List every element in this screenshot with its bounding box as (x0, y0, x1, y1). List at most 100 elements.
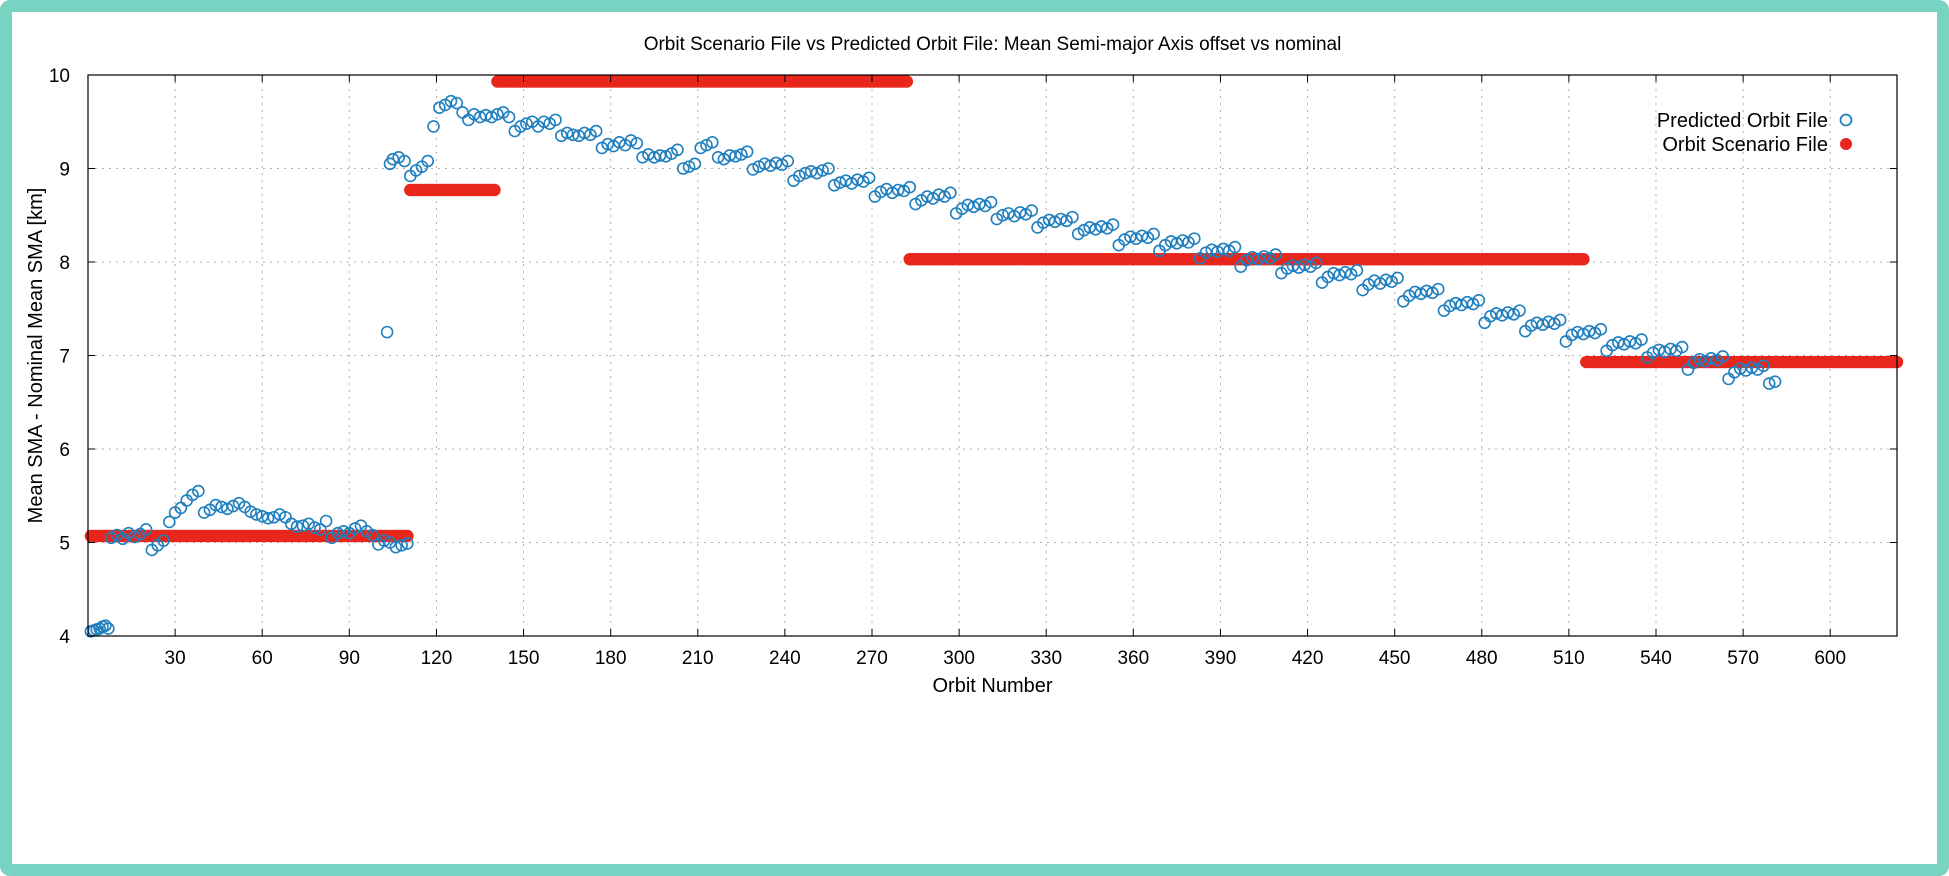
predicted-point (1513, 304, 1526, 317)
y-tick-label: 4 (59, 627, 70, 648)
x-tick-label: 390 (1205, 648, 1237, 669)
predicted-point (398, 154, 411, 168)
predicted-point (244, 505, 257, 518)
predicted-point (444, 94, 458, 108)
x-tick-label: 480 (1466, 648, 1498, 669)
y-tick-label: 10 (49, 66, 70, 87)
predicted-point (502, 110, 516, 124)
predicted-point (1460, 295, 1474, 309)
predicted-point (209, 498, 223, 512)
x-tick-label: 240 (769, 648, 801, 669)
predicted-point (1745, 361, 1759, 374)
predicted-point (296, 519, 310, 532)
predicted-point (1716, 350, 1730, 363)
predicted-point (1338, 265, 1352, 279)
predicted-point (1675, 340, 1689, 354)
predicted-point (1135, 229, 1149, 243)
predicted-point (1095, 220, 1108, 233)
predicted-point (810, 166, 824, 180)
predicted-point (1013, 206, 1027, 219)
y-axis-ticks: 4 5 6 7 8 9 10 (49, 66, 1897, 648)
predicted-point (973, 197, 986, 211)
predicted-point (1350, 264, 1364, 277)
predicted-point (1704, 352, 1718, 365)
predicted-point (520, 117, 533, 130)
predicted-point (1431, 282, 1445, 296)
legend-label-scenario: Orbit Scenario File (1662, 134, 1828, 156)
predicted-point (93, 622, 106, 635)
predicted-point (250, 508, 263, 521)
scenario-point (1577, 252, 1590, 266)
predicted-point (1664, 342, 1677, 356)
x-tick-label: 60 (252, 648, 273, 669)
scenario-point (488, 183, 501, 197)
predicted-point (386, 152, 400, 166)
predicted-point (560, 126, 574, 140)
predicted-point (389, 540, 403, 554)
predicted-point (705, 136, 719, 149)
predicted-point (793, 169, 806, 183)
predicted-point (128, 530, 141, 544)
predicted-point (1379, 273, 1393, 287)
predicted-point (1420, 284, 1433, 298)
predicted-point (653, 149, 667, 162)
y-axis-label: Mean SMA - Nominal Mean SMA [km] (25, 188, 47, 524)
predicted-point (99, 619, 112, 633)
predicted-point (1176, 234, 1189, 247)
predicted-point (624, 134, 638, 147)
y-tick-label: 5 (59, 534, 70, 555)
x-tick-label: 210 (682, 648, 714, 669)
predicted-orbit-series (84, 94, 1782, 638)
predicted-point (433, 101, 446, 115)
predicted-point (1066, 210, 1079, 224)
predicted-point (450, 96, 464, 110)
y-tick-label: 6 (59, 440, 70, 461)
predicted-point (589, 124, 603, 138)
x-tick-label: 600 (1814, 648, 1846, 669)
x-tick-label: 30 (165, 648, 186, 669)
x-axis-ticks: 30 60 90 120 150 180 210 240 270 300 330 360 390 420 4… (165, 75, 1846, 669)
predicted-point (862, 171, 876, 185)
predicted-point (1188, 232, 1201, 245)
predicted-point (740, 145, 754, 158)
x-tick-label: 540 (1640, 648, 1672, 669)
predicted-point (1391, 271, 1404, 285)
predicted-point (192, 484, 205, 498)
predicted-point (1025, 204, 1038, 217)
predicted-point (769, 156, 783, 170)
predicted-point (682, 160, 696, 173)
legend-marker-predicted (1839, 113, 1853, 127)
predicted-point (1542, 315, 1555, 329)
predicted-point (886, 186, 899, 200)
x-tick-label: 360 (1117, 648, 1149, 669)
predicted-point (1217, 242, 1230, 256)
x-tick-label: 270 (856, 648, 888, 669)
predicted-point (601, 137, 615, 151)
grid-lines (88, 75, 1897, 636)
predicted-point (514, 120, 527, 133)
predicted-point (735, 148, 748, 161)
predicted-point (891, 183, 905, 197)
predicted-point (613, 136, 626, 149)
scenario-point (900, 75, 914, 88)
predicted-point (1478, 316, 1491, 330)
chart-title: Orbit Scenario File vs Predicted Orbit F… (644, 34, 1342, 55)
x-tick-label: 330 (1030, 648, 1062, 669)
predicted-point (163, 515, 176, 529)
predicted-point (401, 537, 414, 550)
predicted-point (1553, 313, 1567, 327)
predicted-point (944, 186, 957, 200)
predicted-point (1762, 377, 1776, 390)
predicted-point (1298, 258, 1311, 272)
predicted-point (1106, 218, 1120, 231)
predicted-point (676, 162, 690, 175)
predicted-point (671, 143, 684, 157)
predicted-point (102, 622, 115, 635)
predicted-point (1582, 324, 1596, 338)
predicted-point (313, 523, 327, 536)
legend-marker-scenario (1840, 138, 1852, 150)
x-tick-label: 510 (1553, 648, 1585, 669)
predicted-point (1147, 227, 1160, 241)
x-tick-label: 150 (508, 648, 540, 669)
